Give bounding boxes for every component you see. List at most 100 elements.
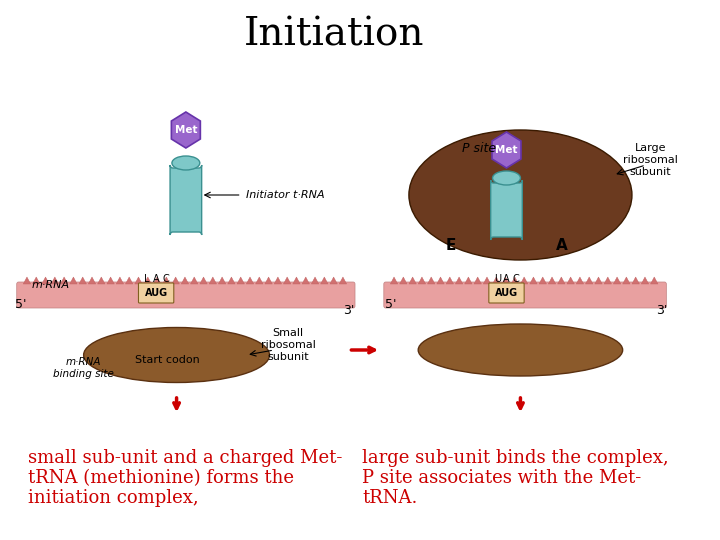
- Polygon shape: [585, 277, 593, 284]
- Text: A: A: [153, 274, 159, 284]
- Text: A: A: [557, 238, 568, 253]
- Polygon shape: [483, 277, 491, 284]
- Polygon shape: [418, 277, 426, 284]
- Polygon shape: [246, 277, 253, 284]
- Polygon shape: [557, 277, 565, 284]
- Polygon shape: [576, 277, 584, 284]
- Polygon shape: [171, 112, 200, 148]
- Polygon shape: [428, 277, 435, 284]
- Polygon shape: [60, 277, 68, 284]
- Polygon shape: [228, 277, 235, 284]
- Polygon shape: [539, 277, 546, 284]
- Polygon shape: [209, 277, 217, 284]
- Polygon shape: [521, 277, 528, 284]
- Polygon shape: [400, 277, 407, 284]
- Polygon shape: [437, 277, 444, 284]
- Text: E: E: [446, 238, 456, 253]
- Polygon shape: [455, 277, 463, 284]
- Text: small sub-unit and a charged Met-: small sub-unit and a charged Met-: [28, 449, 342, 467]
- Polygon shape: [511, 277, 518, 284]
- Text: AUG: AUG: [495, 288, 518, 298]
- Text: Initiator t·RNA: Initiator t·RNA: [246, 190, 325, 200]
- Polygon shape: [632, 277, 639, 284]
- Text: U: U: [494, 274, 500, 284]
- Polygon shape: [23, 277, 31, 284]
- Polygon shape: [302, 277, 310, 284]
- Text: C: C: [513, 274, 519, 284]
- Text: large sub-unit binds the complex,: large sub-unit binds the complex,: [362, 449, 669, 467]
- FancyBboxPatch shape: [491, 180, 522, 240]
- Polygon shape: [293, 277, 300, 284]
- Polygon shape: [98, 277, 105, 284]
- Polygon shape: [311, 277, 319, 284]
- Ellipse shape: [492, 171, 521, 185]
- Polygon shape: [651, 277, 658, 284]
- FancyBboxPatch shape: [170, 165, 202, 235]
- Text: P site: P site: [462, 141, 495, 154]
- Polygon shape: [390, 277, 397, 284]
- Polygon shape: [89, 277, 96, 284]
- Polygon shape: [274, 277, 282, 284]
- Text: C: C: [162, 274, 168, 284]
- Text: L: L: [144, 274, 150, 284]
- Polygon shape: [284, 277, 291, 284]
- Polygon shape: [492, 132, 521, 168]
- Polygon shape: [32, 277, 40, 284]
- Polygon shape: [237, 277, 244, 284]
- Text: P site associates with the Met-: P site associates with the Met-: [362, 469, 642, 487]
- Ellipse shape: [409, 130, 632, 260]
- Polygon shape: [256, 277, 263, 284]
- Polygon shape: [42, 277, 49, 284]
- Polygon shape: [320, 277, 328, 284]
- Polygon shape: [642, 277, 649, 284]
- Polygon shape: [153, 277, 161, 284]
- Polygon shape: [265, 277, 272, 284]
- Polygon shape: [549, 277, 556, 284]
- Polygon shape: [464, 277, 472, 284]
- Polygon shape: [595, 277, 602, 284]
- Text: 5': 5': [384, 299, 396, 312]
- Polygon shape: [446, 277, 454, 284]
- Polygon shape: [116, 277, 124, 284]
- Text: A: A: [503, 274, 510, 284]
- Text: tRNA.: tRNA.: [362, 489, 418, 507]
- FancyBboxPatch shape: [489, 283, 524, 303]
- Text: Large
ribosomal
subunit: Large ribosomal subunit: [623, 144, 678, 177]
- Polygon shape: [218, 277, 226, 284]
- Text: m·RNA
binding site: m·RNA binding site: [53, 357, 114, 379]
- Text: Small
ribosomal
subunit: Small ribosomal subunit: [261, 328, 315, 362]
- Text: 5': 5': [14, 299, 26, 312]
- Polygon shape: [492, 277, 500, 284]
- Polygon shape: [51, 277, 58, 284]
- Polygon shape: [330, 277, 338, 284]
- Polygon shape: [70, 277, 77, 284]
- Text: 3': 3': [656, 303, 667, 316]
- Polygon shape: [125, 277, 133, 284]
- Ellipse shape: [84, 327, 269, 382]
- FancyBboxPatch shape: [384, 282, 666, 308]
- Text: m·RNA: m·RNA: [32, 280, 70, 290]
- Polygon shape: [191, 277, 198, 284]
- FancyBboxPatch shape: [17, 282, 355, 308]
- Polygon shape: [135, 277, 142, 284]
- Text: Met: Met: [175, 125, 197, 135]
- Text: AUG: AUG: [145, 288, 168, 298]
- Ellipse shape: [418, 324, 623, 376]
- Polygon shape: [163, 277, 170, 284]
- Text: initiation complex,: initiation complex,: [28, 489, 199, 507]
- Text: Start codon: Start codon: [135, 355, 199, 365]
- Polygon shape: [604, 277, 611, 284]
- Polygon shape: [502, 277, 509, 284]
- Text: 3': 3': [343, 303, 354, 316]
- Polygon shape: [172, 277, 179, 284]
- Text: tRNA (methionine) forms the: tRNA (methionine) forms the: [28, 469, 294, 487]
- Polygon shape: [530, 277, 537, 284]
- Polygon shape: [107, 277, 114, 284]
- Polygon shape: [613, 277, 621, 284]
- Polygon shape: [181, 277, 189, 284]
- Polygon shape: [200, 277, 207, 284]
- Ellipse shape: [172, 156, 200, 170]
- Polygon shape: [79, 277, 86, 284]
- Polygon shape: [144, 277, 151, 284]
- Text: Initiation: Initiation: [244, 17, 425, 53]
